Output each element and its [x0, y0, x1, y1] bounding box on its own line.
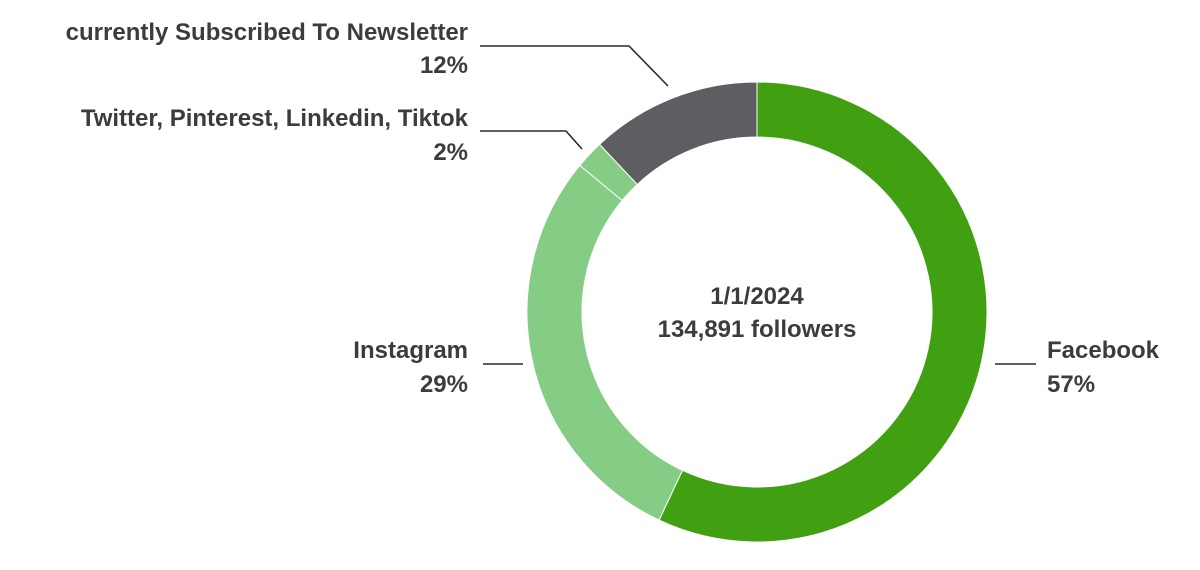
slice-value-twitter: 2% — [433, 139, 468, 166]
slices-group — [526, 81, 988, 543]
leaders-group — [480, 45, 1036, 365]
slice-value-newsletter: 12% — [420, 52, 468, 79]
slice-label-instagram: Instagram — [353, 337, 468, 364]
slice-label-twitter: Twitter, Pinterest, Linkedin, Tiktok — [81, 105, 469, 132]
center-date: 1/1/2024 — [710, 283, 804, 310]
slice-value-instagram: 29% — [420, 371, 468, 398]
slice-instagram — [526, 164, 684, 521]
slice-value-facebook: 57% — [1047, 371, 1095, 398]
slice-facebook — [658, 81, 988, 543]
slice-label-facebook: Facebook — [1047, 337, 1160, 364]
slice-label-newsletter: currently Subscribed To Newsletter — [66, 19, 468, 46]
slice-currently-subscribed-to-newsletter — [598, 81, 758, 186]
leader-line-twitter — [480, 130, 583, 150]
leader-line-newsletter — [480, 45, 669, 87]
center-followers: 134,891 followers — [658, 316, 857, 343]
